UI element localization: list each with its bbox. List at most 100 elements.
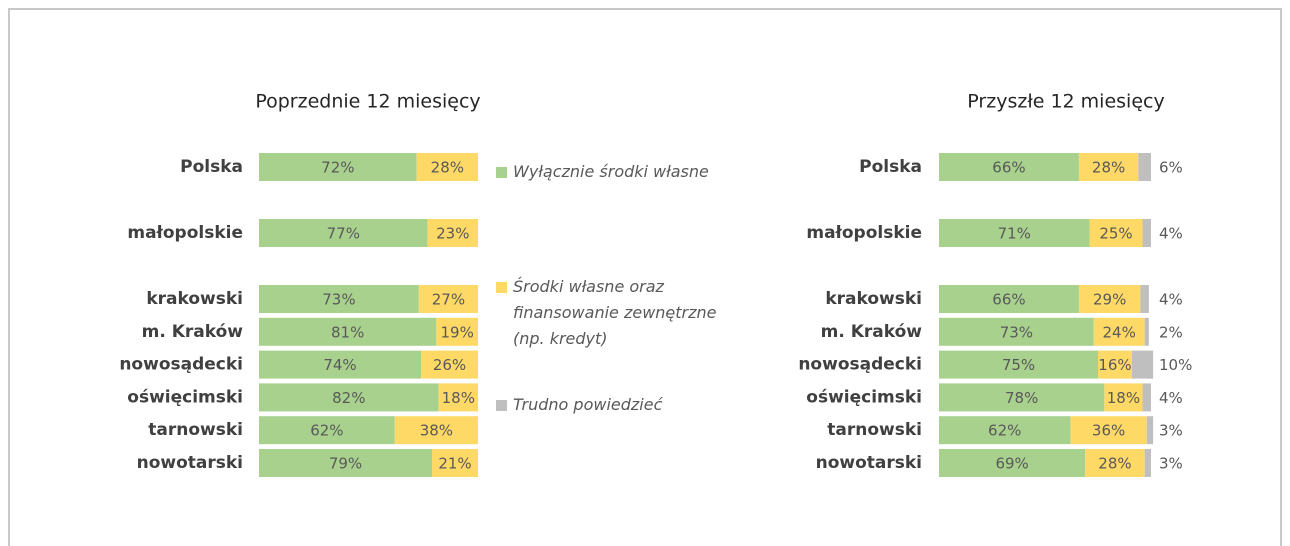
bar-segment — [1098, 350, 1132, 379]
value-label: 18% — [442, 389, 475, 407]
category-label: krakowski — [146, 289, 243, 309]
category-label: oświęcimski — [127, 387, 243, 407]
bar-segment — [418, 285, 478, 313]
category-label: nowosądecki — [119, 355, 243, 375]
category-label: nowosądecki — [798, 355, 922, 375]
value-label: 3% — [1159, 422, 1183, 440]
bar-segment — [1104, 383, 1143, 412]
bar-segment — [1078, 285, 1141, 313]
value-label: 79% — [329, 455, 362, 473]
bar-segment — [432, 449, 478, 477]
bar-segment — [421, 350, 478, 379]
bar-segment — [939, 449, 1086, 477]
bar-segment — [1138, 153, 1151, 181]
legend-label: Trudno powiedzieć — [513, 395, 663, 414]
bar-segment — [1089, 219, 1143, 247]
value-label: 73% — [1000, 323, 1033, 341]
bar-segment — [939, 350, 1098, 379]
value-label: 25% — [1099, 225, 1132, 243]
bar-segment — [1142, 383, 1151, 412]
category-label: krakowski — [825, 289, 922, 309]
legend-swatch — [496, 167, 507, 178]
bar-segment — [1078, 153, 1139, 181]
bar-segment — [939, 317, 1094, 346]
bar-segment — [259, 153, 417, 181]
category-label: małopolskie — [127, 223, 243, 243]
value-label: 4% — [1159, 291, 1183, 309]
bar-segment — [939, 285, 1079, 313]
category-label: tarnowski — [148, 420, 243, 440]
category-label: nowotarski — [137, 453, 243, 473]
frame — [8, 8, 1282, 546]
legend-swatch — [496, 400, 507, 411]
bar-segment — [1070, 416, 1147, 445]
value-label: 4% — [1159, 225, 1183, 243]
value-label: 82% — [332, 389, 365, 407]
bar-segment — [259, 219, 428, 247]
bar-segment — [939, 383, 1105, 412]
value-label: 28% — [431, 159, 464, 177]
bar-segment — [427, 219, 478, 247]
bar-segment — [259, 317, 437, 346]
bar-segment — [436, 317, 478, 346]
chart-title: Poprzednie 12 miesięcy — [255, 91, 480, 113]
value-label: 72% — [321, 159, 354, 177]
legend-item: Środki własne oraz finansowanie zewnętrz… — [496, 274, 743, 352]
value-label: 71% — [998, 225, 1031, 243]
bar-segment — [259, 416, 395, 445]
value-label: 19% — [441, 323, 474, 341]
value-label: 24% — [1103, 323, 1136, 341]
value-label: 21% — [438, 455, 471, 473]
bar-segment — [416, 153, 478, 181]
value-label: 78% — [1005, 389, 1038, 407]
value-label: 73% — [322, 291, 355, 309]
legend-item: Wyłącznie środki własne — [496, 159, 709, 185]
value-label: 6% — [1159, 159, 1183, 177]
bar-segment — [394, 416, 478, 445]
category-label: Polska — [180, 157, 243, 177]
value-label: 77% — [327, 225, 360, 243]
bar-segment — [1093, 317, 1145, 346]
bar-segment — [1140, 285, 1149, 313]
legend-item: Trudno powiedzieć — [496, 392, 662, 418]
value-label: 75% — [1002, 356, 1035, 374]
value-label: 62% — [310, 422, 343, 440]
category-label: tarnowski — [827, 420, 922, 440]
bar-segment — [259, 285, 419, 313]
value-label: 29% — [1093, 291, 1126, 309]
bar-segment — [939, 153, 1079, 181]
category-label: Polska — [859, 157, 922, 177]
legend-label: Wyłącznie środki własne — [513, 162, 709, 181]
value-label: 66% — [992, 159, 1025, 177]
bar-segment — [1144, 317, 1149, 346]
bar-segment — [1146, 416, 1154, 445]
value-label: 2% — [1159, 323, 1183, 341]
bar-segment — [939, 219, 1090, 247]
chart-title: Przyszłe 12 miesięcy — [967, 91, 1164, 113]
bar-segment — [1144, 449, 1151, 477]
value-label: 18% — [1107, 389, 1140, 407]
value-label: 26% — [433, 356, 466, 374]
value-label: 36% — [1092, 422, 1125, 440]
value-label: 28% — [1098, 455, 1131, 473]
value-label: 3% — [1159, 455, 1183, 473]
bar-segment — [939, 416, 1071, 445]
value-label: 81% — [331, 323, 364, 341]
bar-segment — [1131, 350, 1154, 379]
value-label: 10% — [1159, 356, 1192, 374]
bar-segment — [438, 383, 478, 412]
value-label: 62% — [988, 422, 1021, 440]
value-label: 23% — [436, 225, 469, 243]
bar-segment — [259, 383, 439, 412]
bar-segment — [259, 350, 422, 379]
category-label: nowotarski — [816, 453, 922, 473]
value-label: 27% — [432, 291, 465, 309]
category-label: oświęcimski — [806, 387, 922, 407]
bar-segment — [1142, 219, 1151, 247]
bar-segment — [1085, 449, 1145, 477]
value-label: 69% — [995, 455, 1028, 473]
value-label: 28% — [1092, 159, 1125, 177]
value-label: 4% — [1159, 389, 1183, 407]
category-label: małopolskie — [806, 223, 922, 243]
